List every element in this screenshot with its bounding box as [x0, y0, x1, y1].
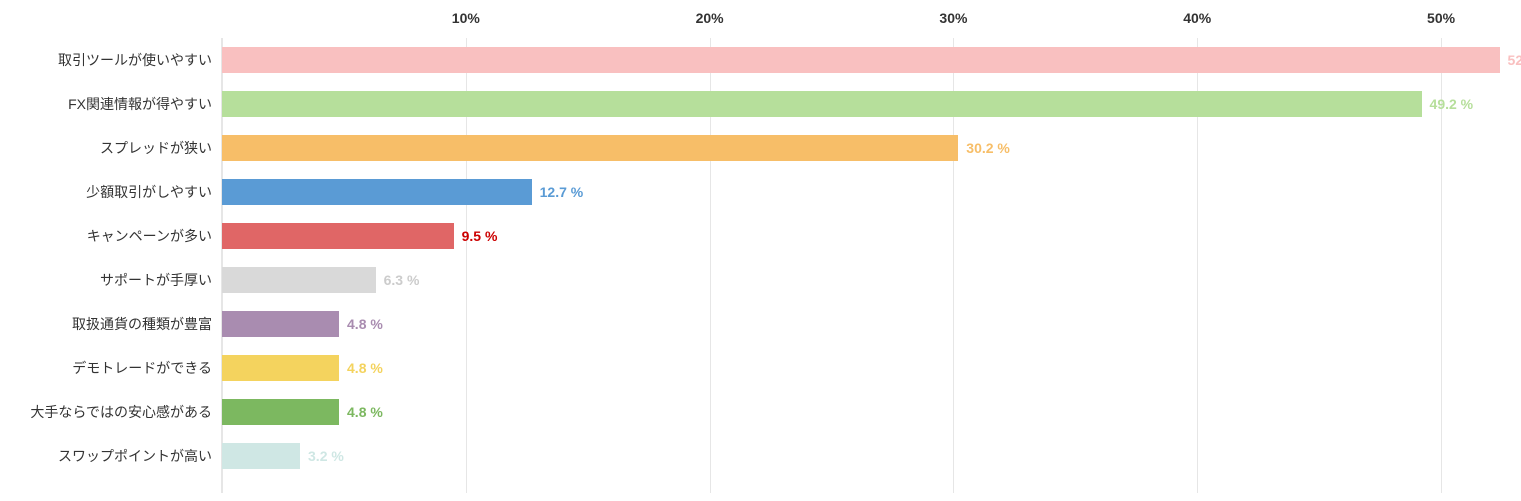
bar — [222, 179, 532, 205]
category-label: スプレッドが狭い — [100, 138, 222, 158]
survey-bar-chart: 10%20%30%40%50%取引ツールが使いやすい52.4 %FX関連情報が得… — [0, 0, 1521, 501]
bar-row: スプレッドが狭い30.2 % — [222, 135, 1502, 161]
bar-row: 取扱通貨の種類が豊富4.8 % — [222, 311, 1502, 337]
x-tick-label: 20% — [696, 10, 724, 26]
category-label: サポートが手厚い — [100, 270, 222, 290]
category-label: デモトレードができる — [72, 358, 222, 378]
bar — [222, 355, 339, 381]
bar — [222, 399, 339, 425]
value-label: 4.8 % — [339, 404, 383, 420]
value-label: 9.5 % — [454, 228, 498, 244]
bar — [222, 47, 1500, 73]
bar-row: デモトレードができる4.8 % — [222, 355, 1502, 381]
category-label: FX関連情報が得やすい — [68, 94, 222, 114]
value-label: 30.2 % — [958, 140, 1010, 156]
category-label: 取引ツールが使いやすい — [58, 50, 222, 70]
bar-row: 少額取引がしやすい12.7 % — [222, 179, 1502, 205]
category-label: キャンペーンが多い — [87, 226, 222, 246]
value-label: 52.4 % — [1500, 52, 1521, 68]
bar-row: 取引ツールが使いやすい52.4 % — [222, 47, 1502, 73]
category-label: 取扱通貨の種類が豊富 — [72, 314, 222, 334]
plot-area: 10%20%30%40%50%取引ツールが使いやすい52.4 %FX関連情報が得… — [222, 38, 1502, 493]
bar — [222, 91, 1422, 117]
bar — [222, 135, 958, 161]
x-tick-label: 50% — [1427, 10, 1455, 26]
bar-row: サポートが手厚い6.3 % — [222, 267, 1502, 293]
category-label: 少額取引がしやすい — [86, 182, 222, 202]
x-tick-label: 10% — [452, 10, 480, 26]
value-label: 6.3 % — [376, 272, 420, 288]
category-label: 大手ならではの安心感がある — [30, 402, 222, 422]
bar-row: FX関連情報が得やすい49.2 % — [222, 91, 1502, 117]
x-tick-label: 40% — [1183, 10, 1211, 26]
bar-row: キャンペーンが多い9.5 % — [222, 223, 1502, 249]
bar — [222, 443, 300, 469]
value-label: 4.8 % — [339, 316, 383, 332]
value-label: 4.8 % — [339, 360, 383, 376]
value-label: 12.7 % — [532, 184, 584, 200]
value-label: 49.2 % — [1422, 96, 1474, 112]
bar — [222, 267, 376, 293]
category-label: スワップポイントが高い — [58, 446, 222, 466]
value-label: 3.2 % — [300, 448, 344, 464]
bar — [222, 311, 339, 337]
x-tick-label: 30% — [939, 10, 967, 26]
bar-row: 大手ならではの安心感がある4.8 % — [222, 399, 1502, 425]
bar — [222, 223, 454, 249]
bar-row: スワップポイントが高い3.2 % — [222, 443, 1502, 469]
